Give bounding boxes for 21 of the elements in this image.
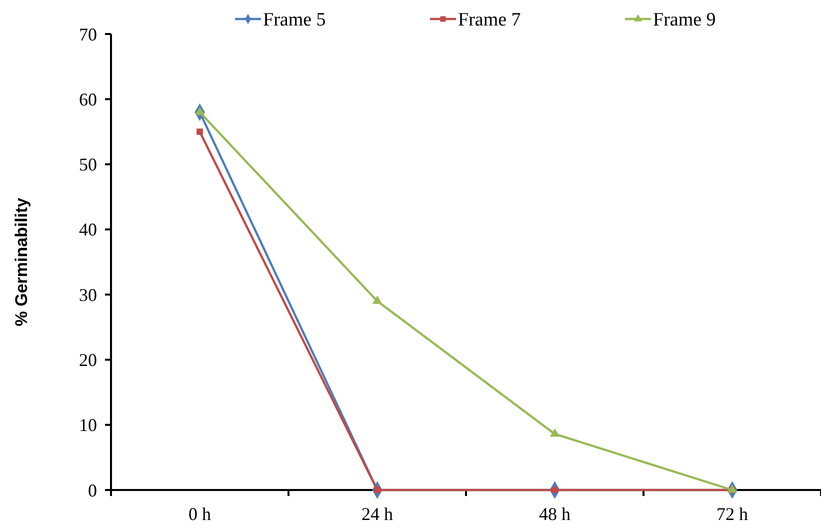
x-tick-label: 0 h xyxy=(188,504,211,524)
y-tick-label: 70 xyxy=(79,24,97,44)
y-tick-label: 30 xyxy=(79,284,97,305)
point xyxy=(194,106,205,115)
x-tick-label: 24 h xyxy=(362,504,393,524)
y-tick-label: 40 xyxy=(79,220,97,240)
legend-label: Frame 7 xyxy=(458,10,521,31)
y-tick-label: 10 xyxy=(79,415,97,436)
y-axis-title: % Germinability xyxy=(12,197,31,326)
y-tick-label: 20 xyxy=(79,350,97,370)
point xyxy=(196,128,203,135)
y-tick-label: 0 xyxy=(88,480,97,500)
legend-label: Frame 5 xyxy=(263,10,326,31)
point xyxy=(550,428,560,437)
y-tick-label: 60 xyxy=(79,89,97,110)
y-tick-label: 50 xyxy=(79,154,97,175)
x-tick-label: 48 h xyxy=(539,504,570,524)
point xyxy=(727,484,738,493)
x-tick-label: 72 h xyxy=(716,504,748,524)
legend-label: Frame 9 xyxy=(653,10,716,31)
point xyxy=(372,296,382,304)
